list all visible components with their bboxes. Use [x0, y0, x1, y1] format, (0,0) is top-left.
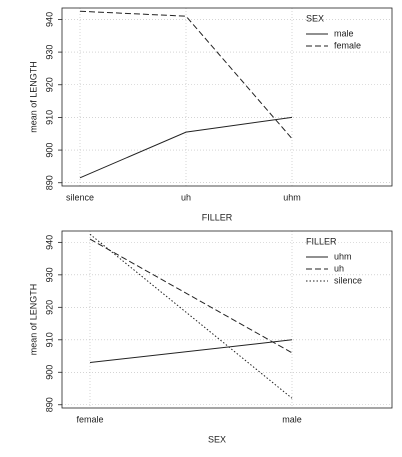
y-tick-label: 930 — [44, 45, 54, 60]
y-axis-label: mean of LENGTH — [28, 61, 38, 133]
y-tick-label: 900 — [44, 143, 54, 158]
series-line — [89, 238, 293, 354]
y-axis-label: mean of LENGTH — [28, 284, 38, 356]
x-axis-label: FILLER — [202, 212, 233, 222]
series-line — [79, 116, 293, 179]
legend-label: uhm — [334, 251, 352, 261]
legend-label: silence — [334, 275, 362, 285]
legend-label: uh — [334, 263, 344, 273]
x-tick-label: female — [76, 414, 103, 424]
y-tick-label: 940 — [44, 235, 54, 250]
y-tick-label: 910 — [44, 332, 54, 347]
x-tick-label: male — [282, 414, 302, 424]
y-tick-label: 940 — [44, 12, 54, 27]
y-tick-label: 900 — [44, 365, 54, 380]
legend-title: SEX — [306, 13, 324, 23]
plot-frame — [61, 7, 393, 187]
x-tick-label: uhm — [283, 192, 301, 202]
x-axis-label: SEX — [208, 434, 226, 444]
x-tick-label: uh — [181, 192, 191, 202]
legend-label: female — [334, 40, 361, 50]
y-tick-label: 890 — [44, 175, 54, 190]
series-line — [89, 233, 293, 399]
legend-label: male — [334, 28, 354, 38]
y-tick-label: 910 — [44, 110, 54, 125]
plot-frame — [61, 230, 393, 409]
legend-title: FILLER — [306, 236, 337, 246]
y-tick-label: 930 — [44, 267, 54, 282]
x-tick-label: silence — [66, 192, 94, 202]
y-tick-label: 920 — [44, 300, 54, 315]
series-line — [89, 339, 293, 364]
y-tick-label: 890 — [44, 397, 54, 412]
y-tick-label: 920 — [44, 77, 54, 92]
